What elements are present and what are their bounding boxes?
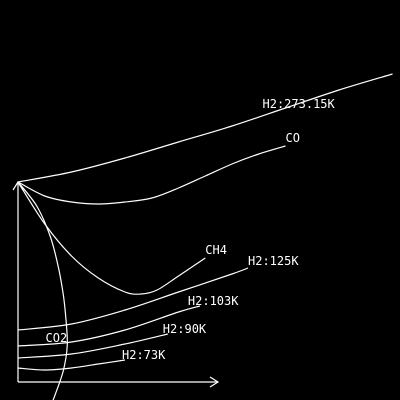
axes — [12, 180, 220, 388]
series-line-co2 — [17, 181, 68, 400]
series-label-h2-73k: H2:73K — [122, 348, 166, 362]
series-line-co — [17, 145, 286, 205]
series-line-h2-103k — [17, 305, 201, 347]
series-label-h2-103k: H2:103K — [188, 294, 239, 308]
series-line-h2-73k — [17, 359, 126, 371]
series-label-co2: CO2 — [46, 331, 68, 345]
x-axis-arrow — [209, 376, 220, 388]
series-line-h2-90k — [17, 333, 168, 359]
series-label-h2-273-15k: H2:273.15K — [263, 97, 336, 111]
series-label-ch4: CH4 — [205, 243, 227, 257]
series-label-h2-90k: H2:90K — [163, 322, 207, 336]
series-label-h2-125k: H2:125K — [248, 254, 299, 268]
series-label-co: CO — [286, 131, 300, 145]
series-layer — [17, 73, 393, 400]
label-layer: H2:273.15K CO CH4 H2:125K H2:103K H2:90K H2:73… — [46, 97, 336, 362]
series-line-ch4 — [17, 181, 206, 295]
series-line-h2-273-15k — [17, 73, 393, 183]
